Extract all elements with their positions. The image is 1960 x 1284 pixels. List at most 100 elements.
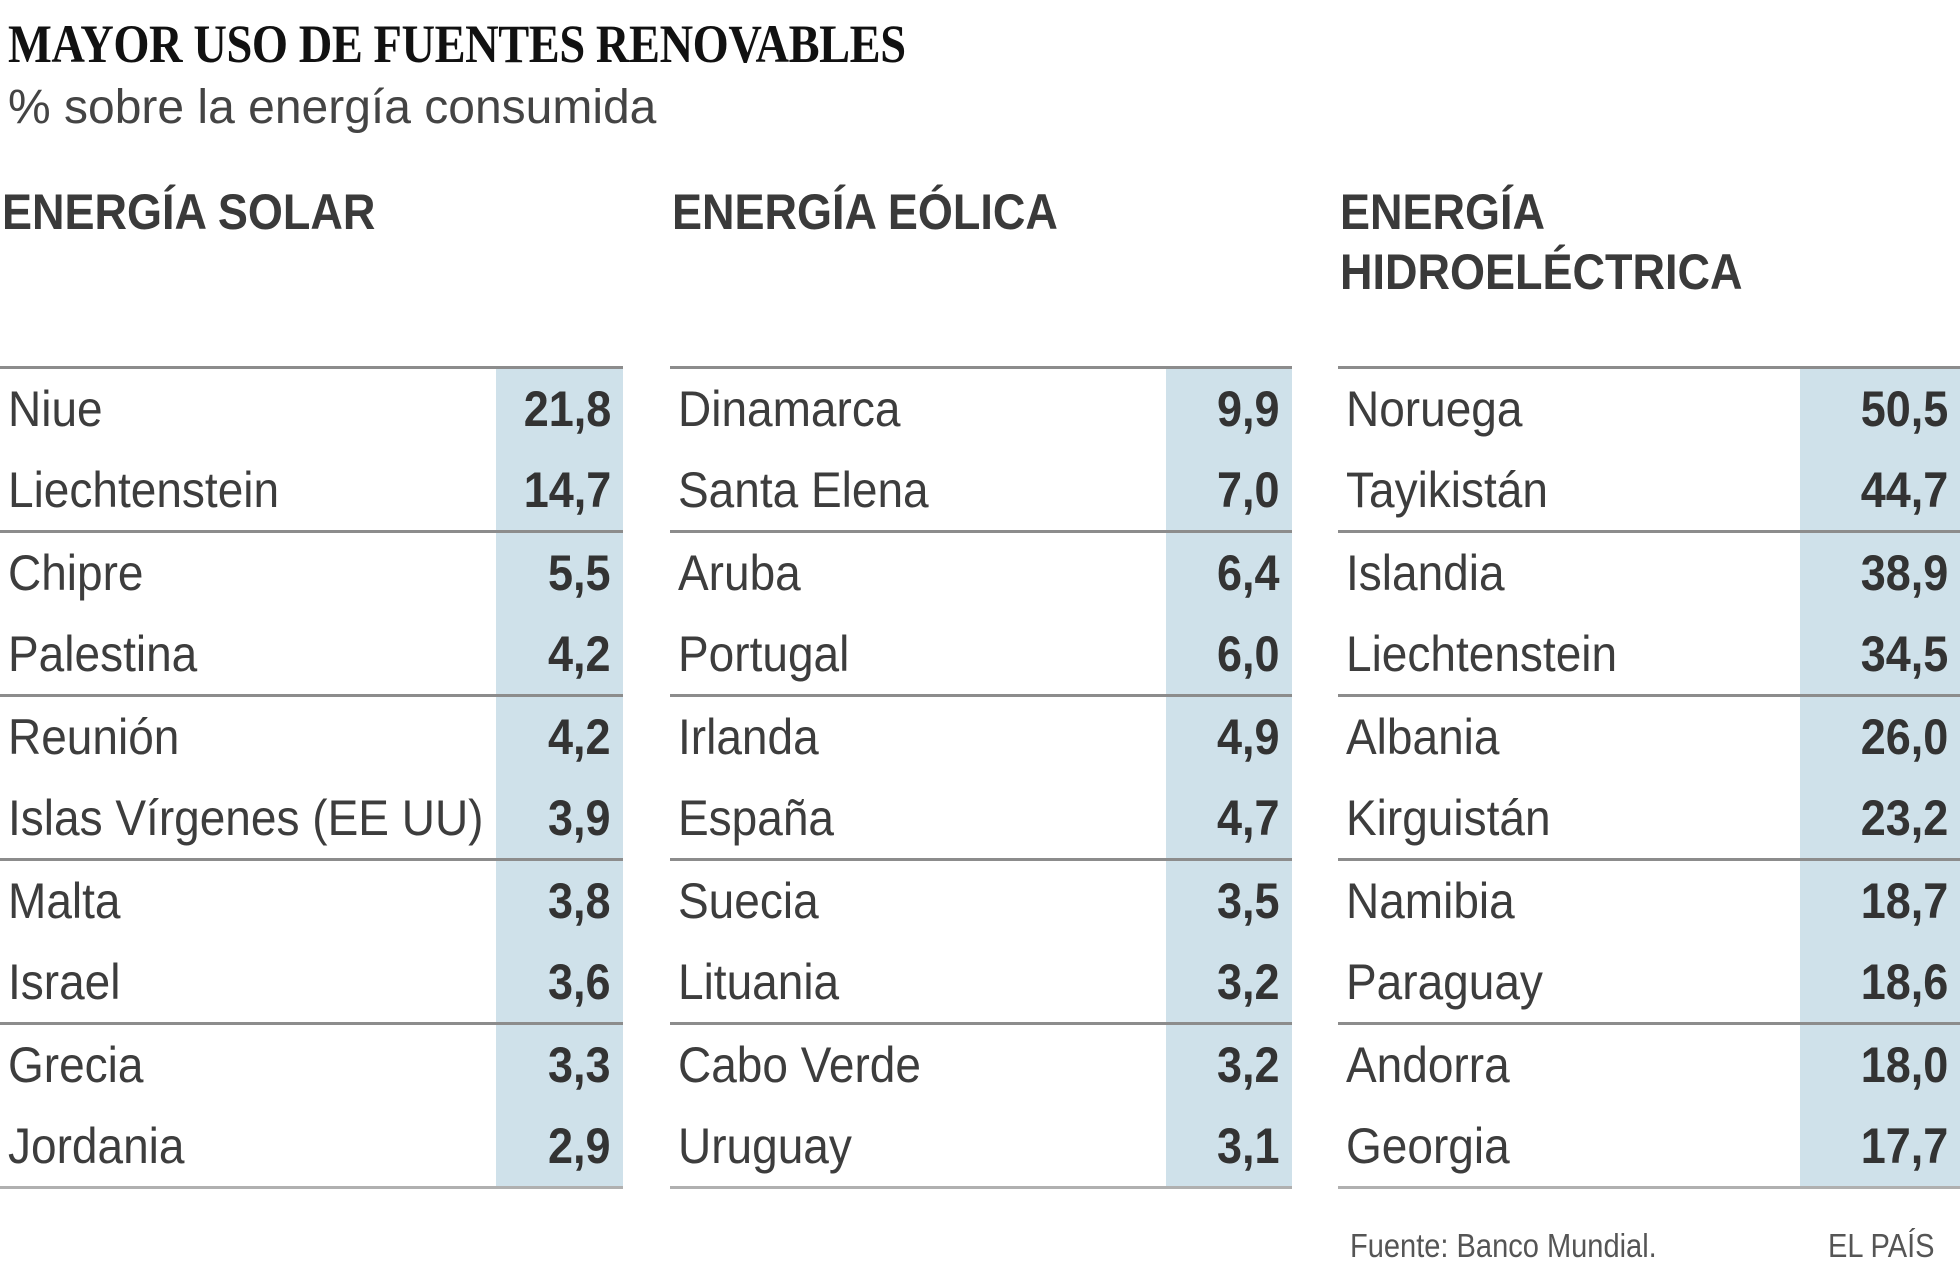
percent-value: 44,7	[1860, 462, 1948, 518]
percent-value: 3,6	[548, 954, 611, 1010]
percent-value: 3,2	[1217, 954, 1280, 1010]
percent-value: 3,5	[1217, 873, 1280, 929]
country-name: Irlanda	[678, 709, 819, 765]
percent-value: 3,3	[548, 1037, 611, 1093]
country-name: Dinamarca	[678, 381, 901, 437]
table-row: Israel 3,6	[0, 942, 623, 1023]
country-name: Liechtenstein	[1346, 626, 1618, 682]
country-name: Portugal	[678, 626, 850, 682]
table-row: España 4,7	[670, 778, 1292, 859]
percent-value: 4,9	[1217, 709, 1280, 765]
country-name: Jordania	[8, 1118, 185, 1174]
country-name: Kirguistán	[1346, 790, 1551, 846]
table-row: Suecia 3,5	[670, 861, 1292, 942]
country-name: Chipre	[8, 545, 144, 601]
table-header-eolica: ENERGÍA EÓLICA	[672, 184, 1058, 240]
percent-value: 34,5	[1860, 626, 1948, 682]
row-group: Islandia 38,9 Liechtenstein 34,5	[1338, 530, 1960, 694]
percent-value: 3,1	[1217, 1118, 1280, 1174]
country-name: Santa Elena	[678, 462, 929, 518]
table-row: Malta 3,8	[0, 861, 623, 942]
country-name: Albania	[1346, 709, 1500, 765]
table-row: Paraguay 18,6	[1338, 942, 1960, 1023]
percent-value: 50,5	[1860, 381, 1948, 437]
country-name: Lituania	[678, 954, 840, 1010]
table-header-hidroelectrica: ENERGÍA HIDROELÉCTRICA	[1340, 184, 1743, 300]
country-name: Tayikistán	[1346, 462, 1548, 518]
table-row: Irlanda 4,9	[670, 697, 1292, 778]
country-name: Niue	[8, 381, 103, 437]
table-row: Georgia 17,7	[1338, 1106, 1960, 1187]
row-group: Andorra 18,0 Georgia 17,7	[1338, 1022, 1960, 1189]
percent-value: 5,5	[548, 545, 611, 601]
chart-title: MAYOR USO DE FUENTES RENOVABLES	[8, 14, 906, 74]
row-group: Albania 26,0 Kirguistán 23,2	[1338, 694, 1960, 858]
country-name: Georgia	[1346, 1118, 1510, 1174]
country-name: Malta	[8, 873, 121, 929]
row-group: Dinamarca 9,9 Santa Elena 7,0	[670, 366, 1292, 530]
table-row: Niue 21,8	[0, 369, 623, 450]
row-group: Namibia 18,7 Paraguay 18,6	[1338, 858, 1960, 1022]
table-row: Albania 26,0	[1338, 697, 1960, 778]
row-group: Grecia 3,3 Jordania 2,9	[0, 1022, 623, 1189]
table-row: Grecia 3,3	[0, 1025, 623, 1106]
row-group: Irlanda 4,9 España 4,7	[670, 694, 1292, 858]
country-name: Liechtenstein	[8, 462, 280, 518]
row-group: Suecia 3,5 Lituania 3,2	[670, 858, 1292, 1022]
row-group: Niue 21,8 Liechtenstein 14,7	[0, 366, 623, 530]
country-name: Islandia	[1346, 545, 1505, 601]
percent-value: 4,2	[548, 709, 611, 765]
percent-value: 6,4	[1217, 545, 1280, 601]
table-row: Aruba 6,4	[670, 533, 1292, 614]
data-table: Dinamarca 9,9 Santa Elena 7,0 Aruba 6,4 Portug…	[670, 366, 1292, 1189]
percent-value: 18,7	[1860, 873, 1948, 929]
percent-value: 17,7	[1860, 1118, 1948, 1174]
percent-value: 26,0	[1860, 709, 1948, 765]
percent-value: 18,0	[1860, 1037, 1948, 1093]
table-row: Cabo Verde 3,2	[670, 1025, 1292, 1106]
value-column-highlight	[496, 366, 623, 1189]
country-name: Suecia	[678, 873, 819, 929]
percent-value: 4,2	[548, 626, 611, 682]
country-name: Uruguay	[678, 1118, 852, 1174]
table-row: Palestina 4,2	[0, 614, 623, 695]
country-name: Noruega	[1346, 381, 1523, 437]
country-name: Aruba	[678, 545, 801, 601]
country-name: Palestina	[8, 626, 198, 682]
percent-value: 6,0	[1217, 626, 1280, 682]
table-row: Lituania 3,2	[670, 942, 1292, 1023]
country-name: Reunión	[8, 709, 180, 765]
percent-value: 23,2	[1860, 790, 1948, 846]
table-hidroelectrica: ENERGÍA HIDROELÉCTRICA Noruega 50,5 Tayiki…	[1338, 0, 1960, 1284]
country-name: España	[678, 790, 835, 846]
percent-value: 3,9	[548, 790, 611, 846]
source-note: Fuente: Banco Mundial.	[1350, 1227, 1657, 1264]
table-eolica: ENERGÍA EÓLICA Dinamarca 9,9 Santa Elena 7,…	[670, 0, 1292, 1284]
brand-credit: EL PAÍS	[1828, 1227, 1935, 1264]
table-row: Andorra 18,0	[1338, 1025, 1960, 1106]
table-solar: ENERGÍA SOLAR Niue 21,8 Liechtenstein 14,7 C…	[0, 0, 623, 1284]
percent-value: 18,6	[1860, 954, 1948, 1010]
row-group: Aruba 6,4 Portugal 6,0	[670, 530, 1292, 694]
row-group: Malta 3,8 Israel 3,6	[0, 858, 623, 1022]
country-name: Andorra	[1346, 1037, 1510, 1093]
table-row: Jordania 2,9	[0, 1106, 623, 1187]
percent-value: 14,7	[523, 462, 611, 518]
table-row: Kirguistán 23,2	[1338, 778, 1960, 859]
table-row: Tayikistán 44,7	[1338, 450, 1960, 531]
data-table: Noruega 50,5 Tayikistán 44,7 Islandia 38,9 Lie…	[1338, 366, 1960, 1189]
percent-value: 3,2	[1217, 1037, 1280, 1093]
chart-subtitle: % sobre la energía consumida	[8, 81, 657, 134]
percent-value: 4,7	[1217, 790, 1280, 846]
table-row: Chipre 5,5	[0, 533, 623, 614]
table-row: Uruguay 3,1	[670, 1106, 1292, 1187]
row-group: Chipre 5,5 Palestina 4,2	[0, 530, 623, 694]
row-group: Cabo Verde 3,2 Uruguay 3,1	[670, 1022, 1292, 1189]
percent-value: 7,0	[1217, 462, 1280, 518]
table-row: Islas Vírgenes (EE UU) 3,9	[0, 778, 623, 859]
percent-value: 9,9	[1217, 381, 1280, 437]
country-name: Grecia	[8, 1037, 144, 1093]
country-name: Islas Vírgenes (EE UU)	[8, 790, 484, 846]
value-column-highlight	[1800, 366, 1960, 1189]
percent-value: 38,9	[1860, 545, 1948, 601]
